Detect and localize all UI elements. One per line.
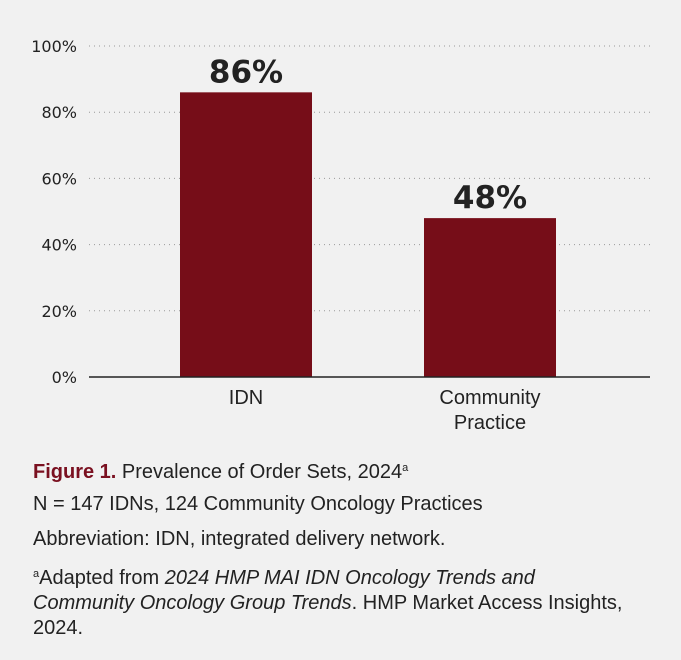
figure-title: Prevalence of Order Sets, 2024	[121, 461, 403, 483]
bar-chart: 0% 20% 40% 60% 80% 100% 86% IDN 48% Community Prac…	[31, 37, 650, 434]
abbreviation-note: Abbreviation: IDN, integrated delivery n…	[33, 528, 446, 550]
source-footnote: aAdapted from 2024 HMP MAI IDN Oncology …	[33, 562, 633, 641]
data-label: 48%	[453, 180, 527, 216]
figure-label: Figure 1.	[33, 461, 117, 483]
data-label: 86%	[209, 54, 283, 90]
footnote-suffix: . HMP Market Access Insights, 2024.	[33, 592, 623, 639]
y-tick-label: 100%	[31, 37, 77, 56]
x-tick-label: Practice	[454, 412, 526, 434]
y-tick-label: 60%	[41, 169, 77, 188]
y-tick-label: 80%	[41, 103, 77, 122]
x-tick-label: Community	[439, 387, 540, 409]
figure-caption-title: Figure 1. Prevalence of Order Sets, 2024…	[33, 456, 673, 485]
sample-size-note: N = 147 IDNs, 124 Community Oncology Pra…	[33, 493, 483, 515]
y-tick-label: 0%	[52, 368, 77, 387]
bar-community-practice	[424, 218, 556, 377]
footnote-mark: a	[33, 568, 40, 580]
bar-idn	[180, 92, 312, 377]
y-tick-label: 40%	[41, 236, 77, 255]
footnote-source-title: 2024 HMP MAI IDN Oncology Trends and Com…	[33, 567, 535, 614]
title-footnote-mark: a	[402, 462, 409, 474]
y-tick-label: 20%	[41, 302, 77, 321]
x-tick-label: IDN	[229, 387, 263, 409]
footnote-prefix: Adapted from	[39, 567, 165, 589]
